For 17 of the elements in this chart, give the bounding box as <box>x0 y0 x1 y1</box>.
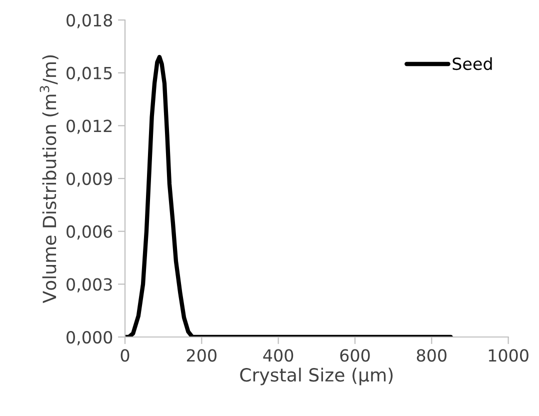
y-tick-label: 0,018 <box>66 14 112 28</box>
legend-label: Seed <box>452 57 492 70</box>
y-tick-label: 0,003 <box>66 278 112 292</box>
line-series <box>125 54 453 337</box>
y-tick-label: 0,006 <box>66 225 112 240</box>
x-axis-title: Crystal Size (µm) <box>240 368 393 386</box>
y-tick-label: 0,000 <box>66 330 112 346</box>
x-tick-label: 0 <box>120 349 130 362</box>
y-tick-label: 0,009 <box>66 172 112 187</box>
y-tick-label: 0,012 <box>66 120 112 134</box>
x-tick-label: 400 <box>263 349 294 362</box>
y-tick-label: 0,015 <box>66 66 112 82</box>
y-axis-title: Volume Distribution (m$^{3}$/m) <box>40 55 58 304</box>
x-tick-label: 1000 <box>488 349 528 362</box>
x-tick-label: 600 <box>340 349 370 362</box>
x-tick-label: 800 <box>416 349 446 362</box>
x-tick-label: 200 <box>186 349 216 362</box>
